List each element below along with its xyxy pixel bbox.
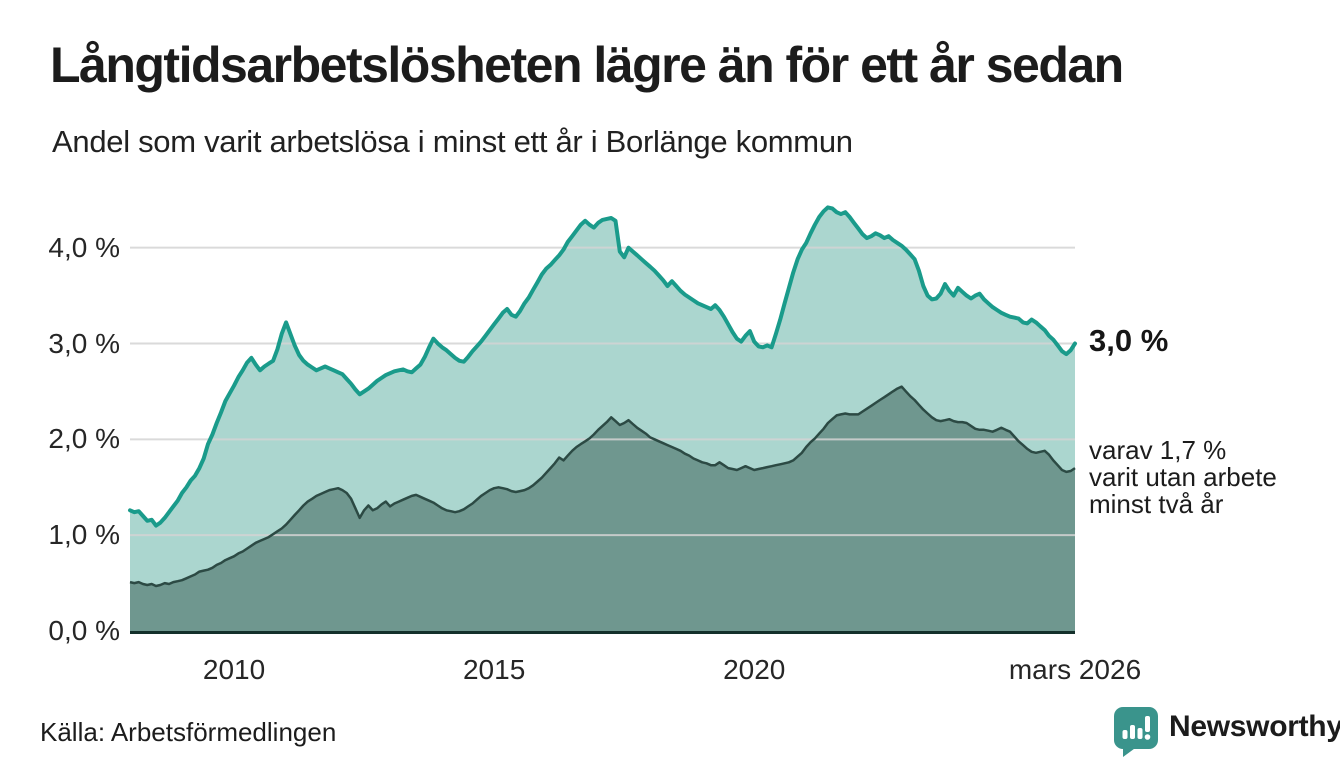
y-tick-label: 0,0 % [48,615,120,646]
newsworthy-icon [1114,707,1158,757]
x-tick-label: mars 2026 [1008,654,1142,685]
x-tick-label: 2020 [723,654,786,685]
secondary-annotation-line: varit utan arbete [1089,462,1277,493]
x-tick-label: 2010 [202,654,266,685]
secondary-annotation-line: varav 1,7 % [1089,435,1227,466]
x-tick-label: 2015 [462,654,526,685]
y-tick-label: 3,0 % [48,327,120,359]
secondary-annotation-line: minst två år [1089,489,1224,520]
chart-subtitle: Andel som varit arbetslösa i minst ett å… [52,124,853,159]
last-value-annotation: 3,0 % [1089,322,1169,358]
newsworthy-wordmark: Newsworthy [1169,710,1340,743]
line-total [128,205,1077,528]
y-tick-label: 2,0 % [48,423,120,455]
newsworthy-logo: Newsworthy [1113,706,1340,758]
secondary-annotation: varav 1,7 % varit utan arbete minst två … [1089,437,1277,518]
source-label: Källa: Arbetsförmedlingen [40,717,337,747]
page-title: Långtidsarbetslösheten lägre än för ett … [50,37,1124,93]
y-tick-label: 4,0 % [48,231,120,263]
area-two-year [130,386,1075,631]
line-two-year [129,385,1076,588]
y-tick-label: 1,0 % [48,519,120,551]
